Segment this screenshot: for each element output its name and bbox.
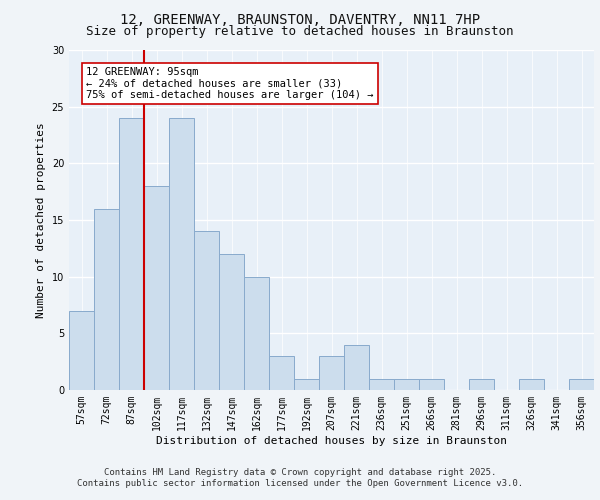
Bar xyxy=(519,378,544,390)
Bar xyxy=(369,378,394,390)
Bar xyxy=(219,254,244,390)
Bar xyxy=(394,378,419,390)
Y-axis label: Number of detached properties: Number of detached properties xyxy=(36,122,46,318)
Bar xyxy=(469,378,494,390)
Bar xyxy=(319,356,344,390)
Bar xyxy=(344,344,369,390)
Bar xyxy=(419,378,444,390)
Text: Contains HM Land Registry data © Crown copyright and database right 2025.
Contai: Contains HM Land Registry data © Crown c… xyxy=(77,468,523,487)
Bar xyxy=(269,356,294,390)
Bar xyxy=(294,378,319,390)
Bar xyxy=(119,118,144,390)
X-axis label: Distribution of detached houses by size in Braunston: Distribution of detached houses by size … xyxy=(156,436,507,446)
Bar xyxy=(194,232,219,390)
Bar xyxy=(244,276,269,390)
Bar xyxy=(94,208,119,390)
Text: Size of property relative to detached houses in Braunston: Size of property relative to detached ho… xyxy=(86,25,514,38)
Text: 12, GREENWAY, BRAUNSTON, DAVENTRY, NN11 7HP: 12, GREENWAY, BRAUNSTON, DAVENTRY, NN11 … xyxy=(120,12,480,26)
Bar xyxy=(569,378,594,390)
Text: 12 GREENWAY: 95sqm
← 24% of detached houses are smaller (33)
75% of semi-detache: 12 GREENWAY: 95sqm ← 24% of detached hou… xyxy=(86,67,374,100)
Bar xyxy=(69,310,94,390)
Bar xyxy=(144,186,169,390)
Bar xyxy=(169,118,194,390)
